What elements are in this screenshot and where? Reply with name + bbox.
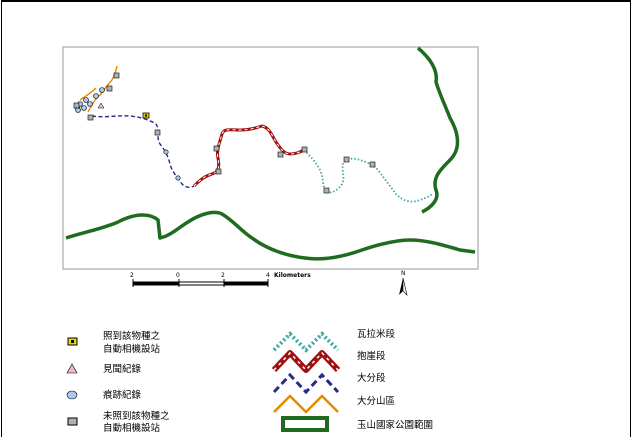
scale-unit-label: Kilometers bbox=[274, 272, 311, 279]
legend-item-baoya: 抱崖段 bbox=[271, 350, 386, 373]
legend-label-camera-not-detected-line2: 自動相機設站 bbox=[103, 422, 161, 434]
walaimi-trail-line-icon bbox=[272, 331, 340, 353]
dafen-trail-path bbox=[91, 115, 195, 189]
baoya-trail-line-icon bbox=[271, 350, 341, 373]
scale-tick-label: 2 bbox=[221, 272, 225, 279]
legend-label-camera-detected-line2: 自動相機設站 bbox=[103, 343, 161, 355]
legend-item-sighting: 見聞紀錄 bbox=[66, 363, 142, 375]
legend-item-walaimi: 瓦拉米段 bbox=[272, 328, 396, 353]
legend-item-park-boundary: 玉山國家公園範圍 bbox=[281, 416, 433, 432]
map-extent-box bbox=[62, 46, 479, 270]
scale-tick-label: 0 bbox=[176, 272, 180, 279]
camera-station-not-detected-markers bbox=[73, 72, 376, 194]
legend-item-camera-detected: 照到該物種之 自動相機設站 bbox=[67, 330, 161, 355]
legend-label-sighting: 見聞紀錄 bbox=[103, 363, 142, 375]
north-arrow: N bbox=[399, 270, 408, 296]
legend-label-camera-detected-line1: 照到該物種之 bbox=[103, 330, 161, 342]
legend-item-trace: 痕跡紀錄 bbox=[66, 389, 142, 401]
legend-label-trace: 痕跡紀錄 bbox=[103, 389, 142, 401]
scale-bar: 2 0 2 4 Kilometers bbox=[130, 272, 311, 287]
legend-label-camera-not-detected-line1: 未照到該物種之 bbox=[103, 410, 170, 422]
legend-lines: 瓦拉米段 抱崖段 大分段 大分山區 玉山國家公園範圍 bbox=[271, 328, 433, 432]
walaimi-trail-path bbox=[303, 149, 433, 203]
camera-not-detected-icon bbox=[67, 417, 78, 426]
legend-item-dafen: 大分段 bbox=[272, 372, 386, 395]
legend-points: 照到該物種之 自動相機設站 見聞紀錄 痕跡紀錄 未照到該物種之 自動相機設站 bbox=[66, 330, 170, 434]
north-arrow-icon bbox=[399, 278, 403, 295]
legend-item-dafen-mountain: 大分山區 bbox=[273, 394, 395, 414]
scale-tick-label: 4 bbox=[266, 272, 270, 279]
sighting-triangle-icon bbox=[66, 363, 78, 374]
dafen-trail-line-icon bbox=[272, 372, 340, 395]
legend-item-camera-not-detected: 未照到該物種之 自動相機設站 bbox=[67, 410, 170, 434]
map-panel bbox=[62, 46, 479, 270]
trace-record-markers bbox=[75, 87, 181, 181]
camera-station-detected-markers bbox=[142, 112, 150, 119]
legend-label-baoya: 抱崖段 bbox=[357, 350, 386, 362]
park-boundary-east bbox=[416, 46, 460, 214]
legend-label-dafen: 大分段 bbox=[357, 372, 386, 384]
dafen-mountain-trail-line-icon bbox=[273, 394, 339, 414]
trace-circle-icon bbox=[66, 390, 78, 400]
legend-label-dafen-mountain: 大分山區 bbox=[357, 395, 395, 407]
scale-tick-label: 2 bbox=[130, 272, 134, 279]
park-boundary-line bbox=[65, 210, 476, 261]
legend-label-walaimi: 瓦拉米段 bbox=[357, 328, 396, 340]
legend-label-park-boundary: 玉山國家公園範圍 bbox=[357, 419, 433, 431]
dafen-mountain-trail-branch bbox=[79, 87, 97, 101]
park-boundary-rect-icon bbox=[281, 416, 329, 432]
north-arrow-label: N bbox=[401, 270, 406, 277]
